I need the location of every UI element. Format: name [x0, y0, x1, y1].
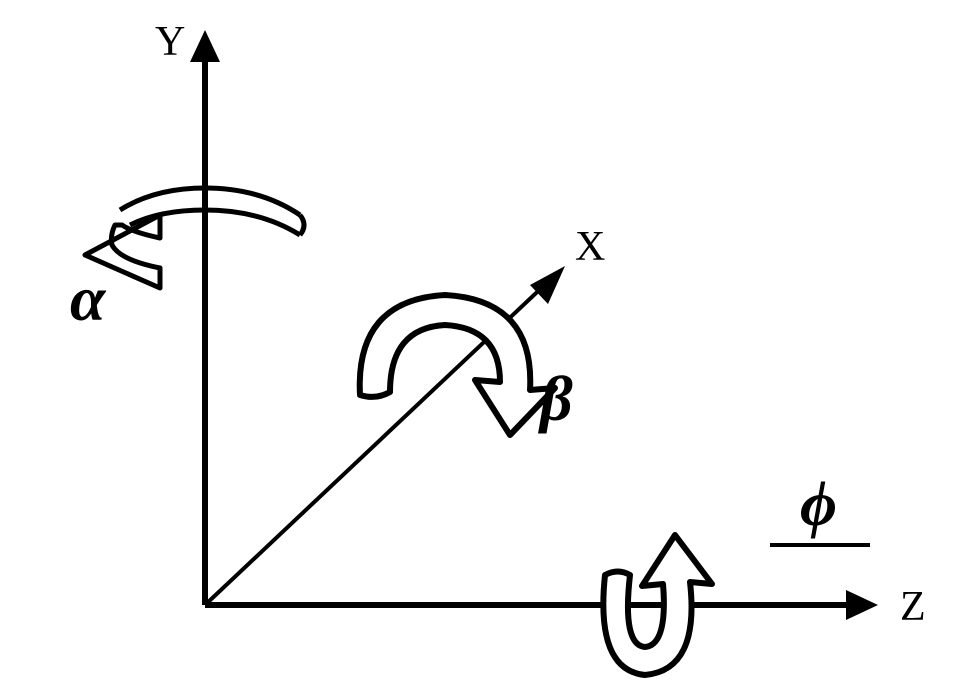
y-axis: Y — [155, 19, 220, 605]
beta-label: β — [538, 363, 573, 434]
phi-label: ϕ — [800, 468, 837, 539]
alpha-label: α — [70, 263, 107, 334]
z-axis: Z — [205, 584, 926, 630]
z-axis-label: Z — [900, 584, 926, 630]
x-axis-label: X — [575, 224, 605, 270]
alpha-rotation-icon — [85, 188, 304, 288]
y-axis-label: Y — [155, 19, 185, 65]
diagram-root: Y Z X α β ϕ — [0, 0, 959, 693]
